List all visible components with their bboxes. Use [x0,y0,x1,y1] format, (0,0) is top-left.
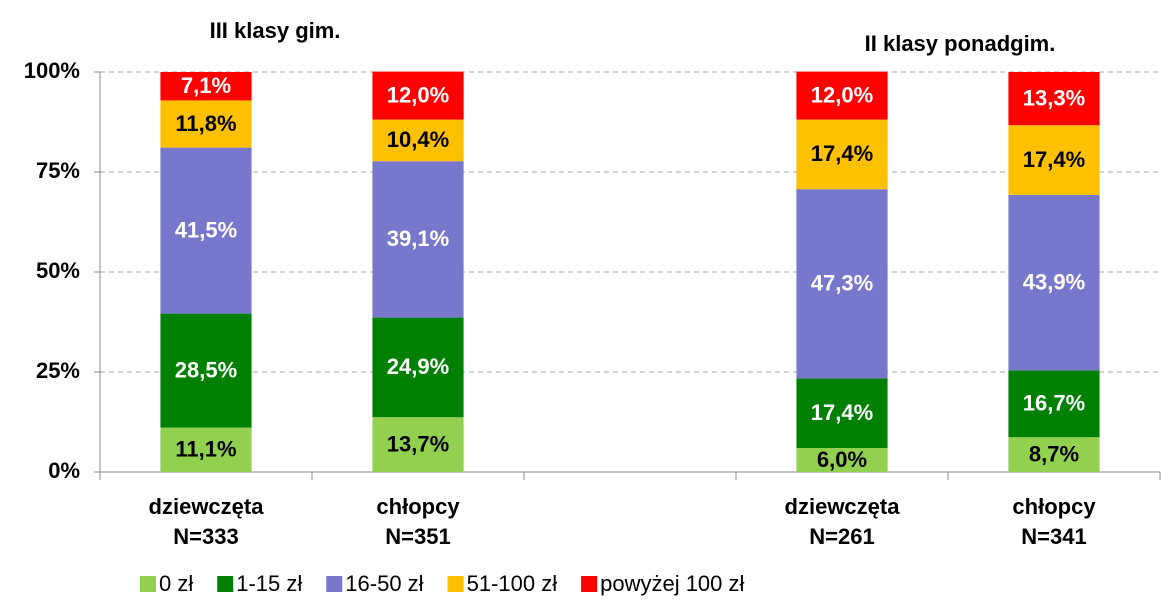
bar-segment [372,417,464,472]
x-tick-label: dziewczęta [785,494,901,519]
legend-swatch [326,576,343,592]
value-label: 41,5% [175,217,237,242]
bar-segment [372,317,464,418]
bar-segment [796,119,888,190]
value-label: 13,3% [1023,85,1085,110]
bar-segment [160,313,252,428]
value-label: 11,1% [175,437,236,462]
x-tick-label: N=261 [809,524,874,549]
value-label: 17,4% [811,400,873,425]
x-tick-label: chłopcy [376,494,460,519]
y-tick-label: 25% [36,358,80,383]
value-label: 7,1% [181,73,231,98]
bar-segment [1008,437,1100,472]
bar-segment [796,448,888,472]
value-label: 39,1% [387,226,449,251]
legend-swatch [140,576,156,592]
bar-segment [796,378,888,448]
legend-swatch [447,576,464,592]
group-title: II klasy ponadgim. [865,31,1056,56]
value-label: 17,4% [1023,147,1085,172]
value-label: 47,3% [811,271,873,296]
y-tick-label: 50% [36,258,80,283]
legend-label: 16-50 zł [345,571,423,596]
legend-label: 1-15 zł [236,571,302,596]
bar-segment [160,147,252,314]
value-label: 28,5% [175,357,237,382]
value-label: 24,9% [387,354,449,379]
y-tick-label: 75% [36,158,80,183]
y-tick-label: 0% [48,458,80,483]
group-title: III klasy gim. [210,18,341,43]
bar-segment [160,427,252,472]
legend-swatch [217,576,234,592]
x-tick-label: N=351 [385,524,450,549]
x-tick-label: N=333 [173,524,238,549]
value-label: 8,7% [1029,441,1079,466]
bar-segment [796,71,888,120]
value-label: 10,4% [387,127,449,152]
value-label: 17,4% [811,141,873,166]
x-tick-label: chłopcy [1012,494,1096,519]
value-label: 6,0% [817,447,867,472]
value-label: 12,0% [811,82,873,107]
bar-segment [160,72,252,101]
bar-segment [1008,125,1100,195]
value-label: 11,8% [175,111,236,136]
legend-label: powyżej 100 zł [600,571,744,596]
bar-segment [372,161,464,318]
bar-segment [372,119,464,162]
value-label: 13,7% [387,431,449,456]
legend-label: 0 zł [159,571,193,596]
value-label: 16,7% [1023,391,1085,416]
value-label: 43,9% [1023,269,1085,294]
bar-segment [372,71,464,120]
bar-segment [1008,370,1100,438]
bar-segment [796,189,888,379]
x-tick-label: N=341 [1021,524,1086,549]
bar-segment [1008,194,1100,371]
bar-segment [1008,72,1100,126]
legend-label: 51-100 zł [467,571,558,596]
x-tick-label: dziewczęta [149,494,265,519]
y-tick-label: 100% [24,58,80,83]
bar-segment [160,100,252,148]
value-label: 12,0% [387,82,449,107]
legend-swatch [581,576,598,592]
